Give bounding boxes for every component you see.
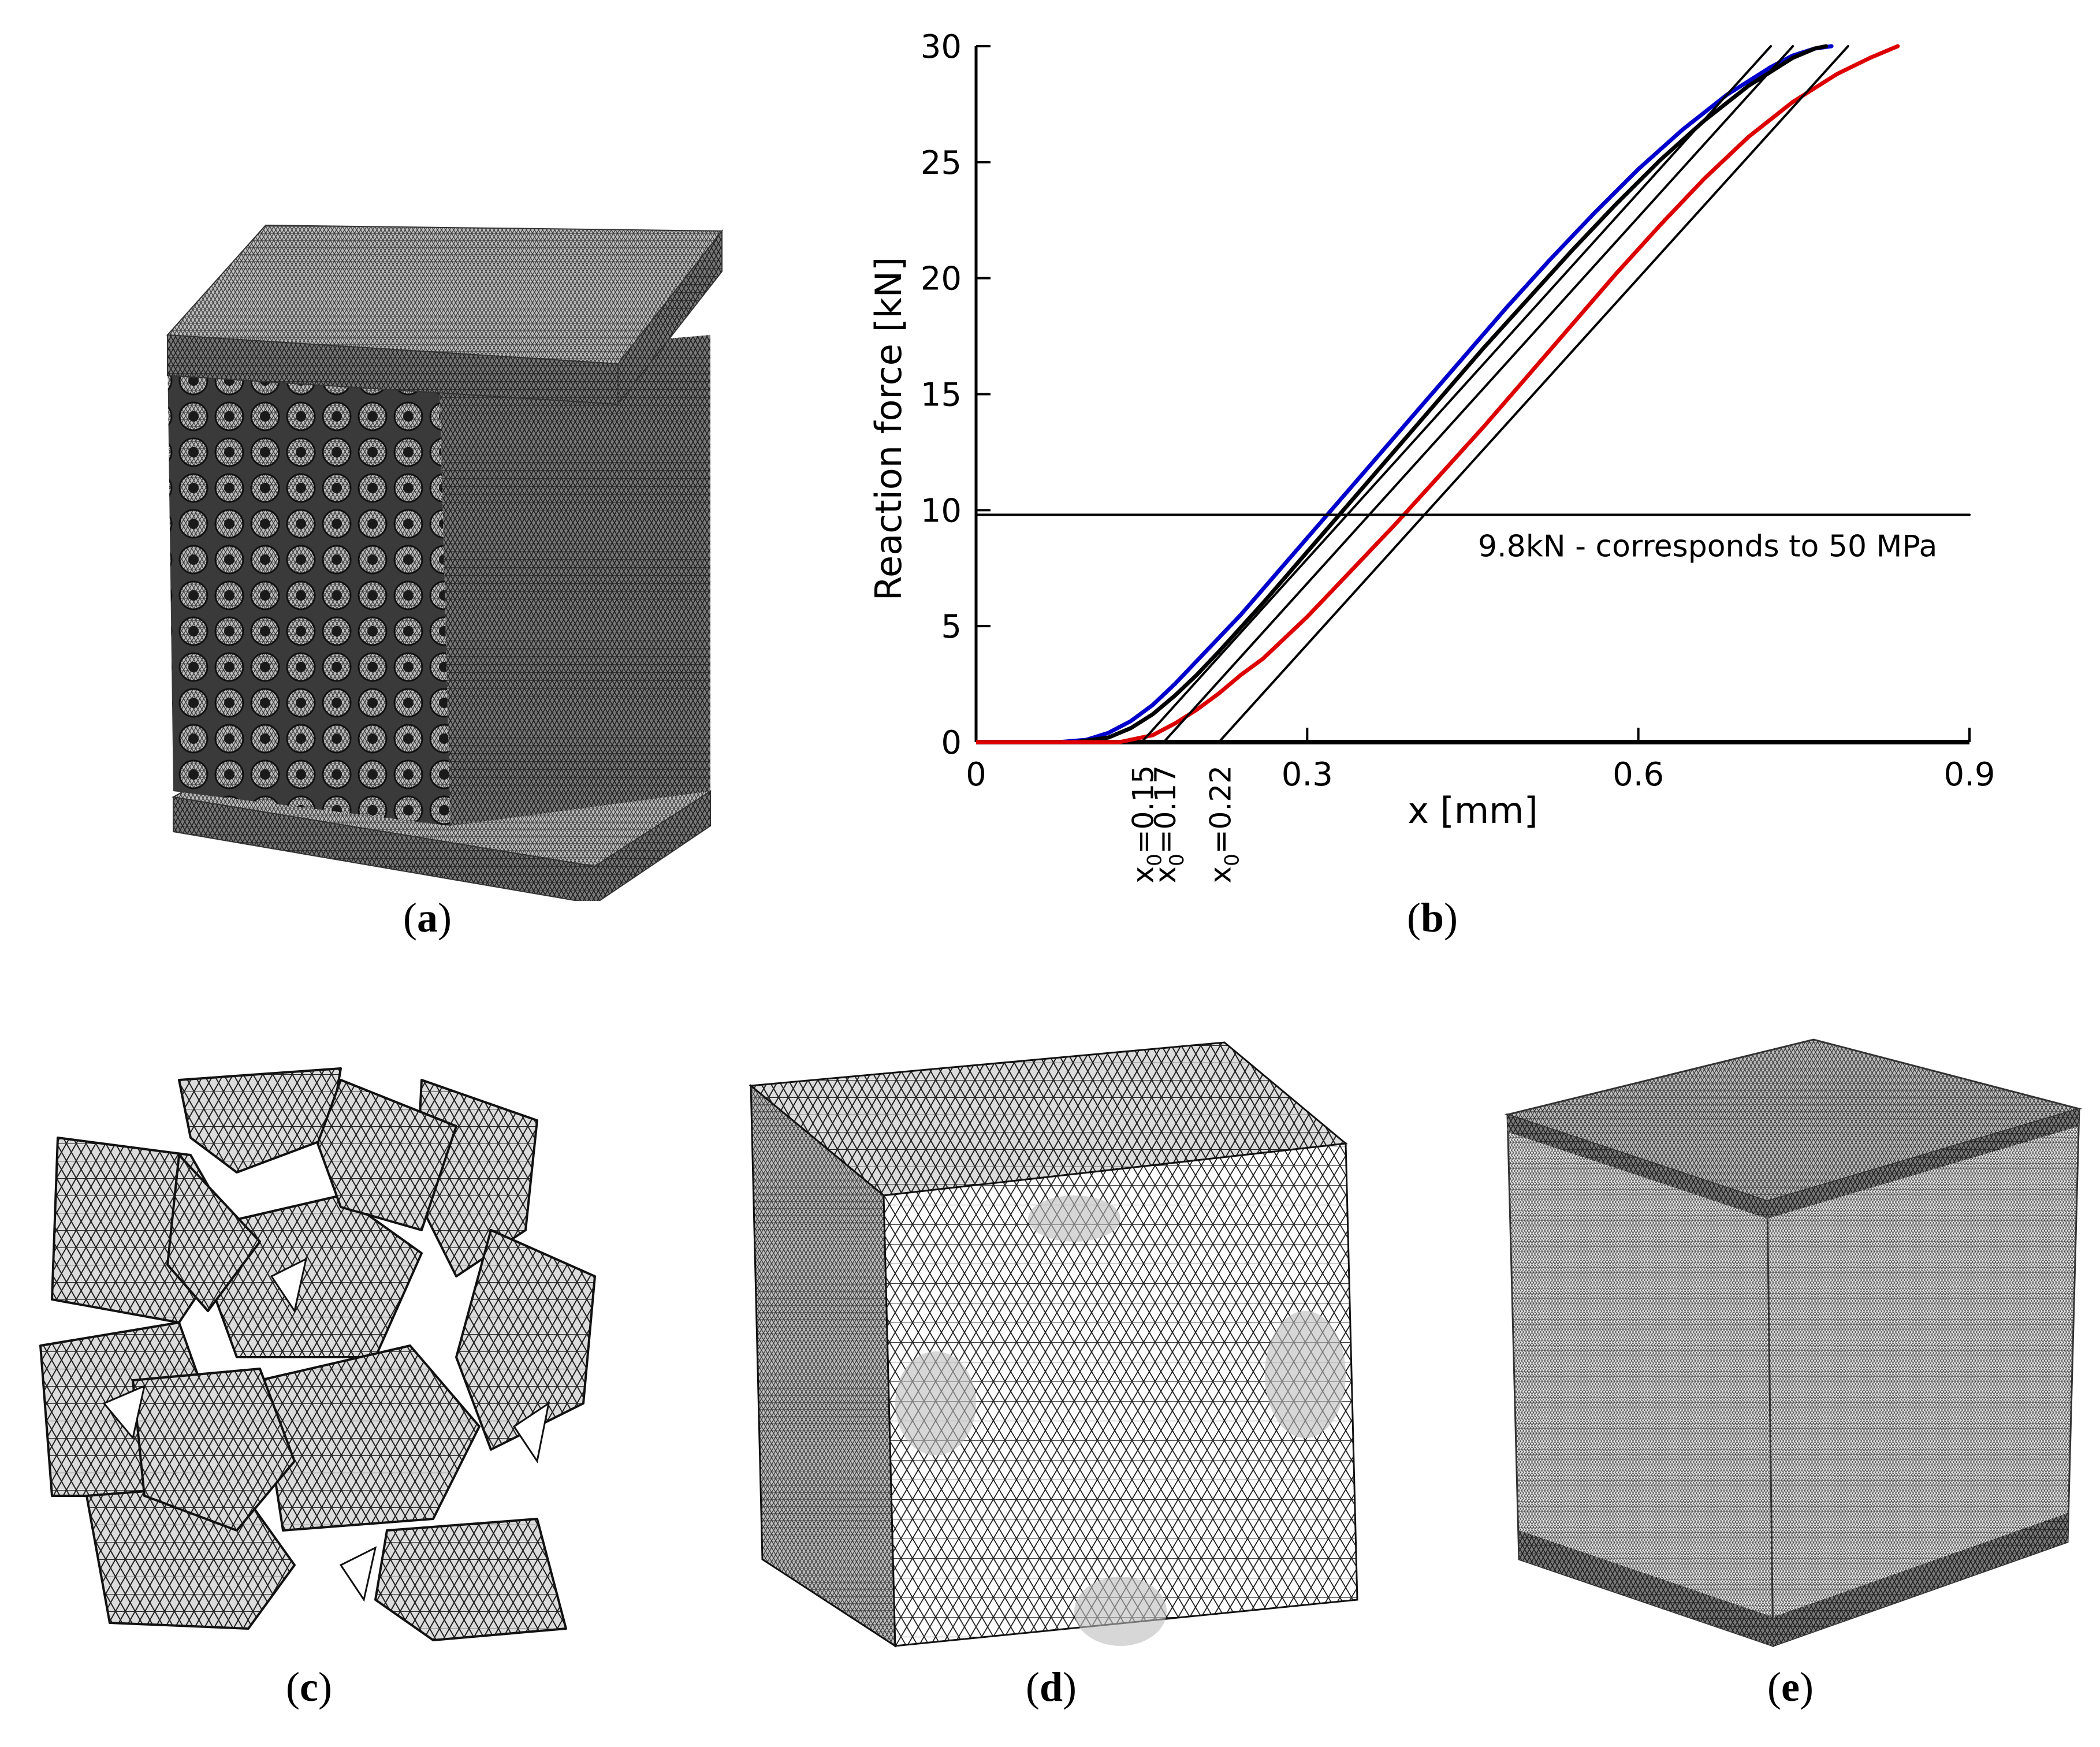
y-tick-label: 10	[921, 492, 962, 530]
x0-label: x0=0.17	[1149, 765, 1189, 883]
panel-a	[104, 219, 751, 905]
y-tick-label: 15	[921, 377, 962, 414]
x0-label: x0=0.22	[1204, 765, 1243, 883]
caption-b: (b)	[1406, 895, 1458, 941]
x0-label: x0=0.15	[1127, 765, 1167, 883]
y-tick-label: 5	[941, 608, 962, 646]
caption-d: (d)	[1025, 1664, 1077, 1710]
x-tick-label: 0.9	[1943, 756, 1995, 794]
x-tick-label: 0.3	[1282, 756, 1333, 794]
panel-c	[17, 1057, 601, 1646]
y-axis-label: Reaction force [kN]	[867, 257, 910, 601]
series-red	[1117, 44, 1900, 744]
caption-c: (c)	[286, 1664, 332, 1710]
y-tick-label: 25	[921, 144, 962, 182]
panel-d	[739, 1028, 1375, 1652]
caption-e: (e)	[1767, 1664, 1814, 1710]
panel-b: 0 0.3 0.6 0.9 0 5 10 15 20 25 30 x [mm] Reaction for…	[855, 12, 2021, 889]
reaction-force-chart: 0 0.3 0.6 0.9 0 5 10 15 20 25 30 x [mm] Reaction for…	[867, 28, 1995, 883]
lattice-unit-cell-image	[39, 1067, 596, 1641]
y-tick-label: 20	[921, 260, 962, 298]
caption-a: (a)	[403, 895, 452, 941]
x-axis-label: x [mm]	[1408, 789, 1538, 832]
panel-e	[1490, 1028, 2091, 1652]
series-blue	[1056, 44, 1834, 744]
reference-line-label: 9.8kN - corresponds to 50 MPa	[1478, 530, 1937, 564]
meshed-cube-image	[749, 1041, 1358, 1648]
x-tick-label: 0	[966, 756, 986, 794]
x-tick-label: 0.6	[1613, 756, 1664, 794]
lattice-specimen-image	[166, 224, 724, 905]
series-tangent-x0-0-17	[1162, 45, 1794, 743]
y-tick-label: 30	[921, 28, 962, 66]
series-tangent-x0-0-22	[1217, 45, 1849, 743]
series-black	[1073, 44, 1829, 744]
y-tick-label: 0	[941, 724, 962, 762]
series-tangent-x0-0-15	[1140, 45, 1772, 743]
fine-mesh-cube-image	[1504, 1038, 2083, 1648]
